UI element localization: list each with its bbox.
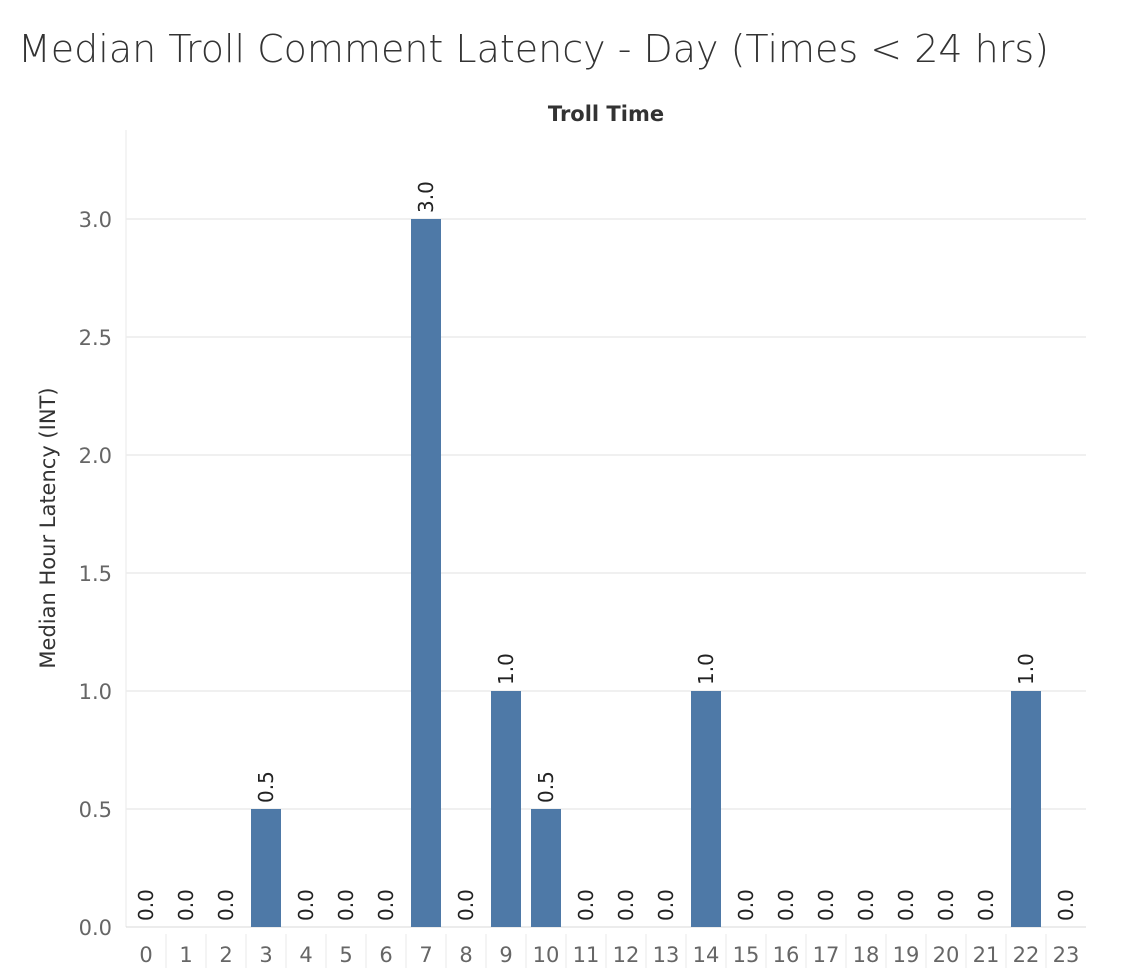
data-label-9: 1.0	[494, 653, 518, 685]
data-label-22: 1.0	[1014, 653, 1038, 685]
y-axis-label: Median Hour Latency (INT)	[36, 387, 60, 668]
bar-7	[411, 219, 441, 927]
data-label-6: 0.0	[374, 889, 398, 921]
data-label-11: 0.0	[574, 889, 598, 921]
x-tick-label-22: 22	[1013, 943, 1040, 967]
y-tick-label: 3.0	[79, 208, 112, 232]
bar-22	[1011, 691, 1041, 927]
x-tick-label-5: 5	[339, 943, 352, 967]
x-tick-label-15: 15	[733, 943, 760, 967]
y-tick-label: 2.5	[79, 326, 112, 350]
x-tick-label-8: 8	[459, 943, 472, 967]
data-label-7: 3.0	[414, 181, 438, 213]
data-label-5: 0.0	[334, 889, 358, 921]
data-label-4: 0.0	[294, 889, 318, 921]
x-axis-ticks: 0 1 2 3 4 5 6 7 8 9 10 11 12 13 14 15 16 17 18 19 20 21 22 23	[139, 934, 1079, 968]
bar-9	[491, 691, 521, 927]
x-tick-label-21: 21	[973, 943, 1000, 967]
data-label-21: 0.0	[974, 889, 998, 921]
x-tick-label-12: 12	[613, 943, 640, 967]
x-tick-label-3: 3	[259, 943, 272, 967]
bar-14	[691, 691, 721, 927]
y-tick-label: 1.0	[79, 680, 112, 704]
x-tick-label-7: 7	[419, 943, 432, 967]
data-label-18: 0.0	[854, 889, 878, 921]
y-tick-label: 1.5	[79, 562, 112, 586]
x-tick-label-20: 20	[933, 943, 960, 967]
data-labels: 0.0 0.0 0.0 0.5 0.0 0.0 0.0 3.0 0.0 1.0 0.5 0.0 0.0 0…	[134, 181, 1078, 921]
x-tick-label-18: 18	[853, 943, 880, 967]
x-tick-label-2: 2	[219, 943, 232, 967]
data-label-15: 0.0	[734, 889, 758, 921]
x-tick-label-10: 10	[533, 943, 560, 967]
data-label-13: 0.0	[654, 889, 678, 921]
data-label-12: 0.0	[614, 889, 638, 921]
x-tick-label-4: 4	[299, 943, 312, 967]
x-tick-label-23: 23	[1053, 943, 1080, 967]
data-label-20: 0.0	[934, 889, 958, 921]
data-label-17: 0.0	[814, 889, 838, 921]
gridlines	[125, 130, 1086, 928]
data-label-8: 0.0	[454, 889, 478, 921]
data-label-1: 0.0	[174, 889, 198, 921]
x-tick-label-1: 1	[179, 943, 192, 967]
chart-title: Median Troll Comment Latency - Day (Time…	[18, 27, 1049, 71]
x-tick-label-16: 16	[773, 943, 800, 967]
y-tick-label: 2.0	[79, 444, 112, 468]
y-axis-ticks: 0.0 0.5 1.0 1.5 2.0 2.5 3.0	[79, 208, 112, 940]
data-label-16: 0.0	[774, 889, 798, 921]
data-label-23: 0.0	[1054, 889, 1078, 921]
x-tick-label-19: 19	[893, 943, 920, 967]
x-tick-label-0: 0	[139, 943, 152, 967]
x-tick-label-6: 6	[379, 943, 392, 967]
data-label-14: 1.0	[694, 653, 718, 685]
data-label-2: 0.0	[214, 889, 238, 921]
bars	[251, 219, 1041, 927]
data-label-3: 0.5	[254, 771, 278, 803]
data-label-0: 0.0	[134, 889, 158, 921]
data-label-10: 0.5	[534, 771, 558, 803]
x-tick-label-17: 17	[813, 943, 840, 967]
column-header: Troll Time	[548, 102, 664, 126]
x-tick-label-14: 14	[693, 943, 720, 967]
x-tick-label-9: 9	[499, 943, 512, 967]
x-tick-label-13: 13	[653, 943, 680, 967]
y-tick-label: 0.0	[79, 916, 112, 940]
bar-10	[531, 809, 561, 927]
y-tick-label: 0.5	[79, 798, 112, 822]
x-tick-label-11: 11	[573, 943, 600, 967]
data-label-19: 0.0	[894, 889, 918, 921]
bar-3	[251, 809, 281, 927]
